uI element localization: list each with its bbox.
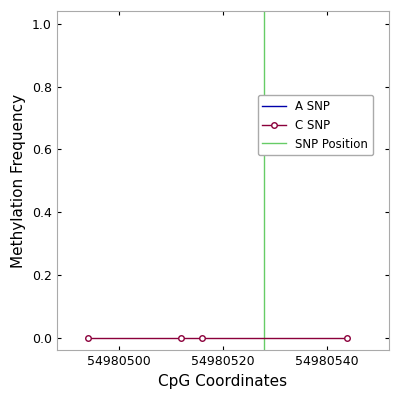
Legend: A SNP, C SNP, SNP Position: A SNP, C SNP, SNP Position	[258, 95, 373, 155]
X-axis label: CpG Coordinates: CpG Coordinates	[158, 374, 287, 389]
Y-axis label: Methylation Frequency: Methylation Frequency	[11, 94, 26, 268]
